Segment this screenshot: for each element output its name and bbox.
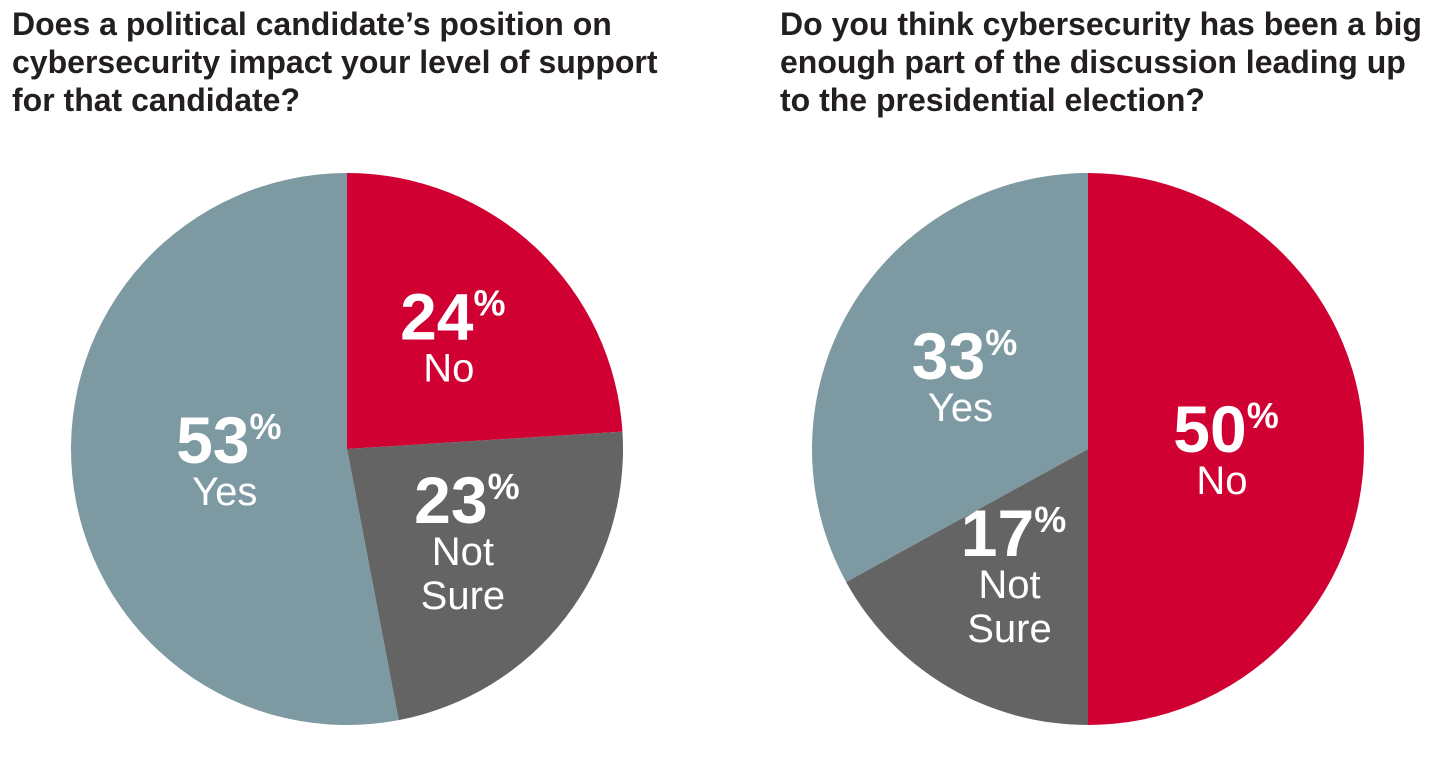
chart-title-line: for that candidate? [12, 82, 301, 118]
percent-sign: % [250, 406, 282, 447]
chart-title: Does a political candidate’s position on… [12, 5, 658, 119]
chart-title-line: Do you think cybersecurity has been a bi… [780, 6, 1422, 42]
slice-category-label: No [1196, 459, 1247, 503]
percent-sign: % [1034, 499, 1066, 540]
slice-category-label: Not [432, 530, 494, 574]
pie-slice-yes [70, 172, 399, 725]
chart-title-line: enough part of the discussion leading up [780, 44, 1406, 80]
percent-sign: % [985, 322, 1017, 363]
chart-title-line: cybersecurity impact your level of suppo… [12, 44, 658, 80]
chart-cyber-position-support: Does a political candidate’s position on… [0, 0, 700, 770]
chart-cyber-discussion-enough: Do you think cybersecurity has been a bi… [770, 0, 1447, 770]
pie-slice-yes [812, 173, 1088, 582]
percent-sign: % [474, 282, 506, 323]
percent-sign: % [1247, 395, 1279, 436]
slice-category-label: Sure [967, 607, 1052, 651]
chart-title: Do you think cybersecurity has been a bi… [780, 5, 1422, 119]
slice-category-label: Yes [928, 386, 993, 430]
pie-slice-not-sure [846, 449, 1088, 725]
chart-title-line: Does a political candidate’s position on [12, 6, 612, 42]
pie-slice-not-sure [347, 431, 624, 721]
pie-slice-no [347, 173, 623, 449]
pie-slice-no [1088, 173, 1364, 725]
slice-category-label: No [423, 346, 474, 390]
slice-category-label: Sure [421, 574, 506, 618]
percent-sign: % [488, 466, 520, 507]
chart-title-line: to the presidential election? [780, 82, 1205, 118]
slice-category-label: Not [978, 563, 1040, 607]
slice-category-label: Yes [192, 470, 257, 514]
